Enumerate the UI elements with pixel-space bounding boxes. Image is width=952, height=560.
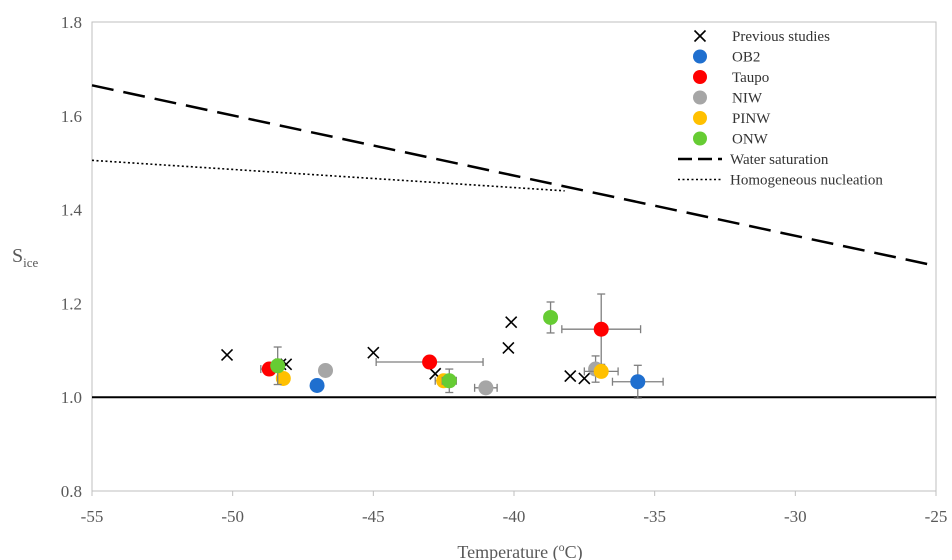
y-tick-label: 1.8 [61,13,82,32]
x-tick-label: -45 [362,507,385,526]
legend-swatch [693,70,707,84]
previous-studies-point [502,341,515,355]
x-axis-title: Temperature (oC) [457,540,582,560]
x-tick-label: -55 [81,507,104,526]
onw-point [441,373,457,389]
plot-area [91,84,937,399]
taupo-point [593,321,609,337]
legend-label: Homogeneous nucleation [730,173,883,189]
x-tick-label: -30 [784,507,807,526]
previous-studies-point [367,346,380,359]
legend-item-pinw: PINW [693,111,771,127]
legend-label: Taupo [732,70,769,86]
legend-item-water-saturation: Water saturation [678,152,829,168]
legend-label: ONW [732,132,769,148]
pinw-point [593,363,609,379]
water-saturation-line [91,84,937,268]
plot-frame [91,21,937,492]
legend-item-homogeneous-nucleation: Homogeneous nucleation [678,173,883,189]
y-tick-label: 1.2 [61,294,82,313]
x-tick-label: -25 [925,507,948,526]
homogeneous-nucleation-line [91,159,565,192]
legend-item-ob2: OB2 [693,49,760,66]
legend-label: Previous studies [732,29,830,45]
x-tick-label: -35 [643,507,666,526]
pinw-point [275,370,291,386]
y-tick-label: 1.6 [61,107,82,126]
legend-label: NIW [732,91,763,107]
taupo-point [422,354,438,370]
niw-point [478,380,494,396]
previous-studies-point [564,370,577,383]
legend-item-onw: ONW [693,131,769,148]
legend-item-taupo: Taupo [693,70,769,86]
y-axis-title: Sice [12,245,39,270]
legend-swatch [693,131,707,146]
onw-point [270,358,286,374]
x-tick-label: -50 [221,507,244,526]
previous-studies-point [220,348,234,362]
previous-studies-point [505,316,518,329]
legend-swatch [693,29,707,43]
legend-item-previous-studies: Previous studies [693,29,830,45]
niw-point [318,362,334,378]
legend-swatch [693,49,707,64]
legend-item-niw: NIW [693,90,763,107]
legend-label: Water saturation [730,152,829,168]
onw-point [543,309,559,325]
y-tick-label: 1.0 [61,388,82,407]
legend-label: OB2 [732,50,760,66]
y-tick-label: 1.4 [61,201,83,220]
ob2-point [630,374,646,390]
legend-swatch [693,111,707,125]
x-tick-label: -40 [503,507,526,526]
legend-label: PINW [732,111,771,127]
ob2-point [309,377,325,393]
y-tick-label: 0.8 [61,482,82,501]
legend-swatch [693,90,707,105]
legend: Previous studies OB2 Taupo NIW PINW ONW Water … [678,29,883,189]
axes: 0.8 1.0 1.2 1.4 1.6 1.8 -55 -50 -45 -40 -35 -30 -25 T… [12,13,947,560]
previous-studies-point [578,372,591,385]
